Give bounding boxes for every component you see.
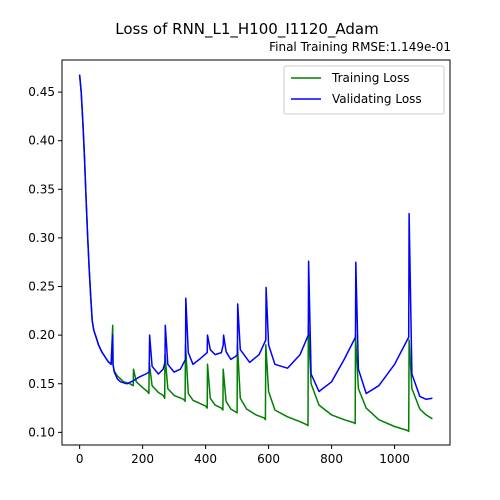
y-tick-label: 0.25 (28, 280, 55, 294)
legend: Training Loss Validating Loss (283, 65, 445, 115)
legend-box (283, 65, 445, 115)
y-tick-label: 0.30 (28, 231, 55, 245)
chart-title: Loss of RNN_L1_H100_I1120_Adam (115, 20, 379, 39)
x-tick-label: 600 (257, 452, 280, 466)
x-tick-label: 400 (194, 452, 217, 466)
x-tick-label: 0 (76, 452, 84, 466)
y-tick-label: 0.10 (28, 425, 55, 439)
series-layer (78, 74, 433, 433)
series-line-training-loss (78, 74, 433, 433)
x-tick-label: 800 (320, 452, 343, 466)
y-tick-label: 0.35 (28, 182, 55, 196)
x-tick-label: 200 (131, 452, 154, 466)
x-tick-label: 1000 (379, 452, 410, 466)
legend-label-training: Training Loss (331, 71, 409, 85)
y-tick-label: 0.45 (28, 85, 55, 99)
y-tick-label: 0.15 (28, 377, 55, 391)
series-line-validating-loss (78, 74, 433, 401)
chart-subtitle: Final Training RMSE:1.149e-01 (269, 40, 451, 54)
y-tick-label: 0.20 (28, 328, 55, 342)
plot-frame (61, 59, 451, 446)
y-tick-label: 0.40 (28, 134, 55, 148)
legend-label-validating: Validating Loss (332, 92, 422, 106)
axes-layer: 0 200 400 600 800 1000 0.10 0.15 0.20 0.25 0.30 0.3… (28, 85, 410, 466)
